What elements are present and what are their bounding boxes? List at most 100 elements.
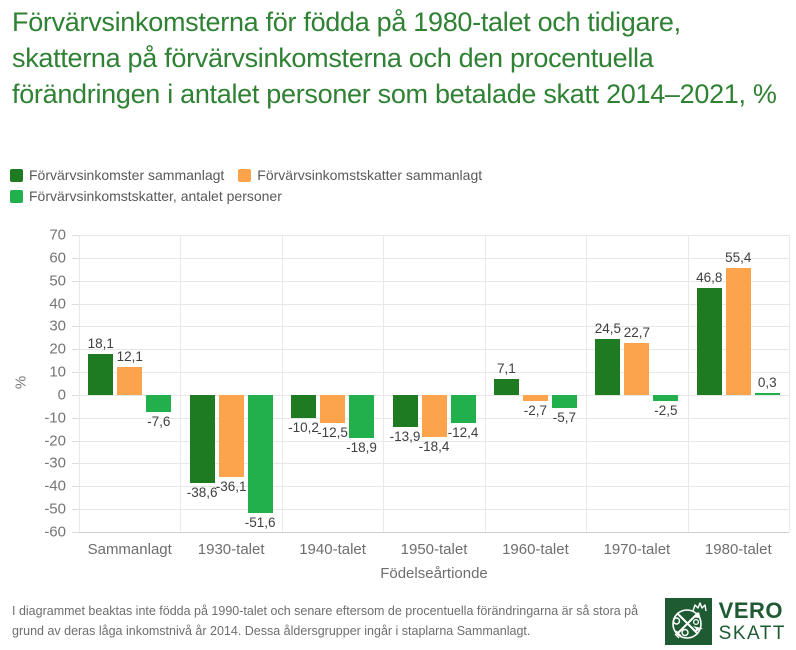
gridline-vertical (687, 235, 689, 532)
bar-value-label: 22,7 (623, 325, 650, 341)
bar (522, 394, 548, 402)
bar-value-label: 24,5 (594, 320, 621, 336)
y-tick-label: 60 (49, 249, 66, 267)
gridline (79, 532, 789, 533)
bar-value-label: -12,4 (447, 425, 479, 441)
y-tick-mark (72, 235, 79, 236)
y-tick-label: 0 (57, 386, 66, 404)
bar (653, 394, 679, 401)
x-category-label: 1960-talet (502, 541, 569, 558)
gridline (79, 463, 789, 465)
y-tick-mark (72, 303, 79, 305)
bar (450, 394, 476, 424)
gridline-vertical (586, 235, 588, 532)
y-tick-mark (72, 532, 79, 533)
x-category-label: 1950-talet (400, 541, 468, 558)
gridline-vertical (789, 235, 790, 532)
legend-item-1: Förvärvsinkomster sammanlagt (10, 167, 224, 183)
gridline-vertical (484, 235, 486, 532)
bar-value-label: -36,1 (215, 479, 247, 495)
bar (291, 394, 317, 419)
y-tick-mark (72, 257, 79, 259)
x-axis-category-labels: Sammanlagt 1930-talet 1940-talet 1950-talet… (79, 541, 789, 561)
y-tick-label: 70 (49, 226, 66, 244)
bar (725, 268, 751, 395)
bar-value-label: -18,9 (346, 440, 377, 456)
bar (189, 394, 215, 484)
x-category-label: 1980-talet (704, 541, 772, 558)
plot-area: 18,1 12,1 -7,6 -38,6 -36,1 -51,6 -10,2 -12,5 -18… (79, 235, 790, 533)
gridline (79, 486, 789, 488)
bar (493, 378, 519, 395)
bar (247, 394, 273, 513)
legend-item-3: Förvärvsinkomstskatter, antalet personer (10, 188, 282, 204)
legend-item-label: Förvärvsinkomstskatter, antalet personer (29, 188, 282, 204)
footer: I diagrammet beaktas inte födda på 1990-… (12, 598, 786, 645)
gridline (79, 326, 789, 328)
y-tick-label: 50 (49, 272, 66, 290)
y-tick-label: 10 (49, 363, 66, 381)
y-tick-label: 20 (49, 340, 66, 358)
logo-line-skatt: SKATT (718, 623, 786, 644)
bar (696, 288, 722, 395)
y-axis-tick-labels: 70 60 50 40 30 20 10 0 -10 -20 -30 -40 -50 -60 (0, 227, 66, 541)
legend-item-2: Förvärvsinkomstskatter sammanlagt (238, 167, 482, 183)
y-tick-mark (72, 463, 79, 465)
gridline (79, 509, 789, 511)
bar-value-label: -5,7 (552, 409, 577, 425)
logo-line-vero: VERO (718, 598, 784, 623)
y-tick-mark (72, 280, 79, 282)
bar-value-label: -2,5 (654, 402, 678, 418)
y-axis-tick-marks (72, 235, 79, 533)
y-tick-mark (72, 372, 79, 374)
bar-value-label: 46,8 (696, 270, 723, 285)
bar (624, 343, 650, 395)
bar-value-label: -7,6 (147, 414, 171, 430)
y-tick-mark (72, 440, 79, 442)
x-category-label: 1940-talet (299, 541, 366, 558)
y-tick-mark (72, 417, 79, 419)
gridline-vertical (180, 235, 182, 532)
bar-value-label: 0,3 (757, 375, 777, 391)
y-tick-mark (72, 394, 79, 396)
logo-wordmark: VERO SKATT (718, 598, 786, 644)
bar-value-label: -2,7 (523, 403, 548, 419)
y-tick-label: -40 (44, 477, 66, 495)
gridline (79, 235, 789, 236)
gridline (79, 303, 789, 305)
gridline (79, 372, 789, 374)
x-category-label: Sammanlagt (87, 541, 172, 558)
gridline (79, 349, 789, 351)
y-tick-label: -60 (44, 523, 66, 541)
bar (754, 393, 780, 395)
y-tick-mark (72, 486, 79, 488)
gridline (79, 257, 789, 259)
legend-swatch-icon (10, 168, 23, 182)
bar-value-label: -38,6 (186, 485, 218, 501)
bar (218, 394, 244, 478)
x-category-label: 1970-talet (603, 541, 671, 558)
bar (421, 394, 447, 437)
gridline (79, 280, 789, 282)
vero-emblem-icon (664, 598, 712, 645)
y-tick-label: -20 (44, 432, 66, 450)
y-tick-label: 30 (49, 317, 66, 335)
bar (320, 394, 346, 424)
gridline (79, 440, 789, 442)
chart-title: Förvärvsinkomsterna för födda på 1980-ta… (12, 7, 777, 109)
y-tick-label: -10 (44, 409, 66, 427)
bar-value-label: 55,4 (725, 250, 752, 266)
bar-value-label: 12,1 (116, 349, 143, 365)
gridline-vertical (383, 235, 385, 532)
bar (146, 394, 172, 413)
bar-value-label: -18,4 (418, 438, 450, 454)
bar-value-label: -12,5 (317, 425, 348, 441)
bar (349, 394, 375, 439)
x-axis-title: Födelseårtionde (380, 565, 488, 582)
bar-value-label: -51,6 (244, 514, 276, 530)
gridline-vertical (281, 235, 283, 532)
y-tick-mark (72, 509, 79, 511)
bar-value-label: 18,1 (87, 335, 114, 351)
bar (117, 367, 143, 395)
